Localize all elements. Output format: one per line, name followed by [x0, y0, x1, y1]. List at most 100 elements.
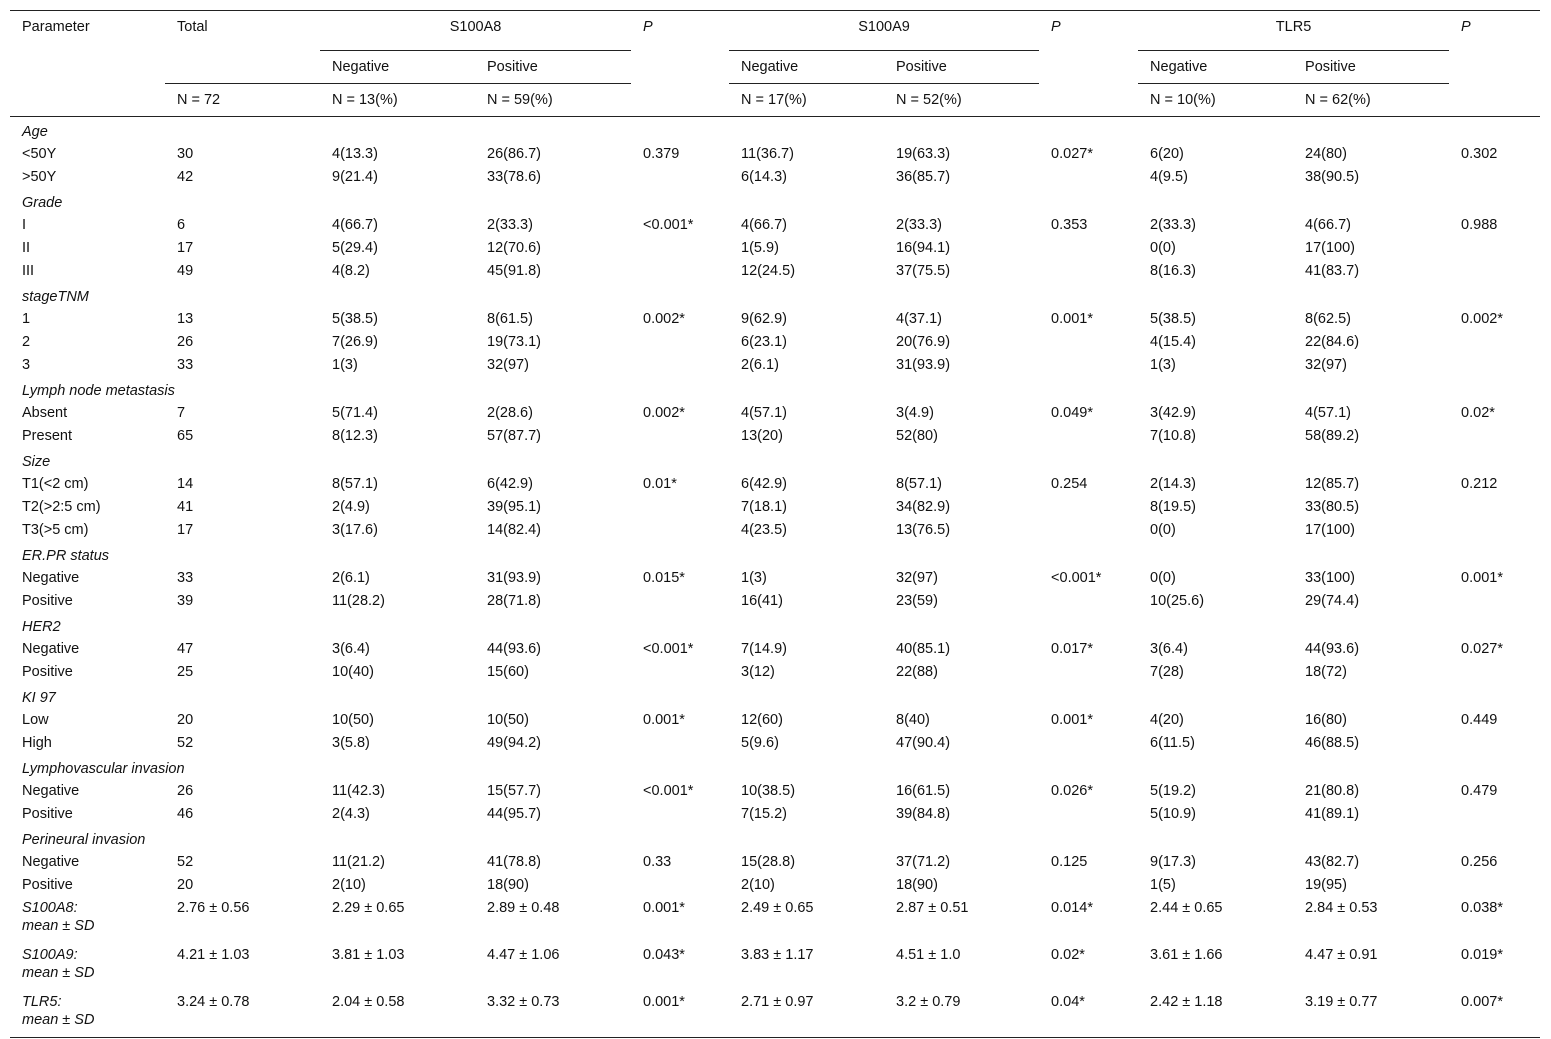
cell: <0.001* — [643, 216, 694, 233]
cell: 3.61 ± 1.66 — [1150, 947, 1223, 963]
cell: 47 — [177, 640, 194, 657]
cell: 0.001* — [1051, 711, 1093, 728]
cell: 22(88) — [896, 663, 938, 680]
cell: 34(82.9) — [896, 498, 951, 515]
data-row: Present 65 8(12.3) 57(87.7) 13(20) 52(80) 7(10… — [10, 424, 1540, 447]
cell — [1039, 495, 1138, 518]
cell: 0.02* — [1051, 947, 1085, 963]
cell: 39(95.1) — [487, 498, 542, 515]
data-row: I 6 4(66.7) 2(33.3) <0.001* 4(66.7) 2(33.3) 0.3… — [10, 213, 1540, 236]
count-cell: N = 10(%) — [1138, 83, 1294, 117]
cell: 0.212 — [1461, 475, 1498, 492]
row-label: Negative — [22, 782, 80, 799]
cell: 33(78.6) — [487, 168, 542, 185]
cell: 0.017* — [1051, 640, 1093, 657]
cell: 52 — [177, 853, 194, 870]
cell: 4(37.1) — [896, 310, 942, 327]
cell: 0.019* — [1461, 947, 1503, 963]
row-label: >50Y — [22, 168, 57, 185]
cell: 1(3) — [1150, 356, 1176, 373]
cell: 8(16.3) — [1150, 262, 1196, 279]
cell: 46 — [177, 805, 194, 822]
cell: 5(10.9) — [1150, 805, 1196, 822]
data-row: Absent 7 5(71.4) 2(28.6) 0.002* 4(57.1) 3(4.9)… — [10, 401, 1540, 424]
data-row: Negative 47 3(6.4) 44(93.6) <0.001* 7(14.9) 40… — [10, 637, 1540, 660]
cell: 0.001* — [1051, 310, 1093, 327]
row-label: Negative — [22, 640, 80, 657]
row-label: Positive — [22, 592, 73, 609]
data-row: High 52 3(5.8) 49(94.2) 5(9.6) 47(90.4) 6(11.5… — [10, 731, 1540, 754]
section-label: stageTNM — [22, 289, 89, 305]
section-row: Lymph node metastasis — [10, 376, 1540, 401]
row-label: T3(>5 cm) — [22, 521, 89, 538]
cell: 11(21.2) — [332, 853, 385, 870]
cell: 5(9.6) — [741, 734, 779, 751]
cell: 18(90) — [896, 876, 938, 893]
p-header: P — [643, 19, 653, 35]
count-cell: N = 62(%) — [1293, 83, 1450, 117]
cell: 8(40) — [896, 711, 930, 728]
table-body: Age <50Y 30 4(13.3) 26(86.7) 0.379 11(36.7) 19(… — [10, 117, 1540, 1038]
cell: 4.47 ± 0.91 — [1305, 947, 1378, 963]
cell: 0(0) — [1150, 521, 1176, 538]
section-label: Grade — [22, 195, 63, 211]
header-cell — [10, 84, 165, 117]
subheader: Positive — [487, 59, 538, 75]
cell: 49(94.2) — [487, 734, 542, 751]
cell: 2.87 ± 0.51 — [896, 900, 969, 916]
cell: 2.76 ± 0.56 — [177, 900, 250, 916]
summary-label: S100A8: mean ± SD — [10, 896, 165, 943]
cell: <0.001* — [1051, 569, 1102, 586]
p-header: P — [1461, 19, 1471, 35]
row-label: T1(<2 cm) — [22, 475, 89, 492]
cell — [1449, 660, 1540, 683]
header-cell: Parameter — [22, 19, 90, 35]
group-header: TLR5 — [1138, 10, 1450, 51]
cell: 65 — [177, 427, 194, 444]
cell: 2(33.3) — [896, 216, 942, 233]
cell: 0.02* — [1461, 404, 1495, 421]
cell: 2.29 ± 0.65 — [332, 900, 405, 916]
cell: 43(82.7) — [1305, 853, 1360, 870]
cell: 29(74.4) — [1305, 592, 1360, 609]
cell: 10(50) — [487, 711, 529, 728]
data-row: T2(>2:5 cm) 41 2(4.9) 39(95.1) 7(18.1) 34(82.… — [10, 495, 1540, 518]
label-line: mean ± SD — [22, 918, 95, 934]
cell: 0.001* — [643, 994, 685, 1010]
cell — [1039, 424, 1138, 447]
label-line: mean ± SD — [22, 965, 95, 981]
section-label: Lymph node metastasis — [22, 383, 175, 399]
row-label: Positive — [22, 876, 73, 893]
row-label: <50Y — [22, 145, 57, 162]
cell — [1449, 259, 1540, 282]
cell: 0.302 — [1461, 145, 1498, 162]
cell: 4(13.3) — [332, 145, 378, 162]
cell: 9(62.9) — [741, 310, 787, 327]
cell — [631, 660, 729, 683]
cell: 7(18.1) — [741, 498, 787, 515]
data-row: II 17 5(29.4) 12(70.6) 1(5.9) 16(94.1) 0(0) 17(… — [10, 236, 1540, 259]
cell: 5(19.2) — [1150, 782, 1196, 799]
cell: 0.479 — [1461, 782, 1498, 799]
cell: 6(14.3) — [741, 168, 787, 185]
cell: 20 — [177, 876, 194, 893]
cell — [1449, 731, 1540, 754]
cell: 2(14.3) — [1150, 475, 1196, 492]
cell: 16(61.5) — [896, 782, 951, 799]
section-row: stageTNM — [10, 282, 1540, 307]
table-header: Parameter Total S100A8 P S100A9 P TLR5 P Negativ… — [10, 10, 1541, 117]
cell — [1039, 802, 1138, 825]
cell: 28(71.8) — [487, 592, 542, 609]
row-label: I — [22, 216, 27, 233]
cell: 57(87.7) — [487, 427, 542, 444]
cell: 42 — [177, 168, 194, 185]
cell — [1449, 873, 1540, 896]
cell: 2(33.3) — [1150, 216, 1196, 233]
cell: 15(57.7) — [487, 782, 542, 799]
cell: 0.001* — [1461, 569, 1503, 586]
subheader: Negative — [332, 59, 390, 75]
cell: 4(66.7) — [1305, 216, 1351, 233]
cell: 52(80) — [896, 427, 938, 444]
cell: 17(100) — [1305, 521, 1356, 538]
